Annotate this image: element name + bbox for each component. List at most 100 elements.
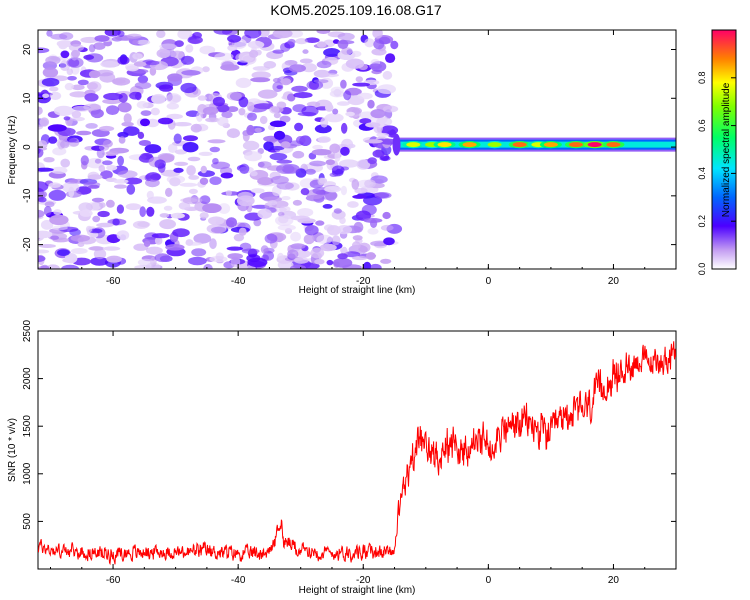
noise-blob [247,101,255,112]
noise-blob [209,176,222,185]
noise-blob [166,102,179,110]
noise-blob [187,156,201,162]
x-tick-label: -20 [356,575,371,586]
noise-blob [386,130,397,138]
noise-blob [233,233,245,242]
noise-blob [297,218,316,224]
colorbar-tick-label: 0.8 [697,72,707,85]
noise-blob [347,201,359,208]
noise-blob [172,228,190,238]
noise-blob [145,60,160,66]
noise-blob [276,101,287,109]
noise-blob [322,204,333,209]
noise-blob [355,76,363,83]
noise-blob [352,82,370,87]
noise-blob [44,201,55,208]
noise-blob [239,163,250,174]
noise-blob [345,58,365,69]
noise-blob [341,47,353,55]
noise-blob [235,77,252,88]
y-tick-label: 20 [22,44,33,56]
noise-blob [294,122,304,132]
noise-blob [253,218,262,227]
noise-blob [238,108,246,116]
noise-blob [241,248,260,254]
noise-blob [151,93,166,105]
noise-blob [97,210,110,218]
noise-blob [71,84,85,91]
noise-blob [38,255,46,262]
noise-blob [213,30,233,35]
noise-blob [316,30,331,34]
noise-blob [314,259,325,265]
noise-blob [199,195,211,205]
noise-blob [276,164,295,174]
noise-blob [100,170,113,180]
noise-blob [98,144,110,151]
noise-blob [197,95,207,101]
noise-blob [91,197,105,203]
noise-blob [208,216,225,225]
noise-blob [225,190,232,196]
noise-blob [133,61,147,67]
noise-blob [367,157,377,165]
noise-blob [339,216,346,225]
noise-blob [254,127,262,133]
noise-blob [188,256,207,266]
noise-blob [70,234,91,242]
noise-blob [319,73,339,78]
snr-axes: -60 -40 -20 0 20 500 1000 1500 2000 2500 [22,319,677,586]
snr-xlabel: Height of straight line (km) [299,585,416,596]
noise-blob [340,146,350,156]
noise-blob [116,204,124,214]
noise-blob [205,117,220,123]
noise-blob [324,186,342,193]
noise-blob [89,246,103,251]
noise-blob [38,181,49,192]
noise-blob [59,140,70,149]
noise-blob [379,155,391,162]
noise-blob [207,139,226,144]
noise-blob [272,81,284,93]
noise-blob [277,224,296,231]
noise-blob [325,190,337,201]
noise-blob [203,263,213,269]
noise-blob [272,30,293,39]
y-tick-label: 2000 [22,367,33,390]
noise-blob [137,258,154,267]
noise-blob [352,255,368,261]
noise-blob [196,111,203,122]
noise-blob [94,158,102,164]
noise-blob [76,130,92,136]
noise-blob [372,149,385,158]
noise-blob [262,196,283,202]
noise-blob [94,35,110,42]
noise-blob [273,112,281,119]
noise-blob [380,258,392,264]
noise-blob [290,231,301,242]
x-tick-label: -40 [231,575,246,586]
noise-blob [199,177,209,185]
colorbar-label: Normalized spectral amplitude [721,82,732,217]
noise-blob [263,61,277,69]
x-tick-label: -60 [106,575,121,586]
noise-blob [247,112,257,121]
noise-blob [257,161,272,169]
noise-blob [90,231,99,238]
noise-blob [174,161,189,166]
noise-blob [137,75,149,84]
noise-blob [38,140,48,150]
noise-blob [90,257,109,266]
snr-series [38,341,676,566]
noise-blob [42,67,59,78]
noise-blob [276,159,293,164]
noise-blob [337,32,355,41]
noise-blob [226,91,242,101]
noise-blob [272,49,285,54]
noise-blob [112,218,120,226]
noise-blob [300,188,310,196]
noise-blob [227,34,242,43]
noise-blob [332,108,339,115]
noise-blob [84,93,99,102]
noise-blob [93,248,107,260]
